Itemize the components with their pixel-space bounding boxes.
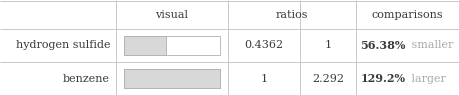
Bar <box>124 36 220 55</box>
Text: larger: larger <box>408 74 445 84</box>
Text: 2.292: 2.292 <box>312 74 344 84</box>
Text: 1: 1 <box>325 40 331 51</box>
Text: smaller: smaller <box>408 40 453 51</box>
Text: comparisons: comparisons <box>372 10 443 19</box>
Text: visual: visual <box>156 10 189 19</box>
Text: 56.38%: 56.38% <box>360 40 405 51</box>
Bar <box>124 69 220 88</box>
Text: ratios: ratios <box>276 10 308 19</box>
Bar <box>124 69 220 88</box>
Bar <box>124 36 166 55</box>
Text: 0.4362: 0.4362 <box>245 40 284 51</box>
Text: 129.2%: 129.2% <box>360 73 405 84</box>
Text: 1: 1 <box>260 74 268 84</box>
Text: benzene: benzene <box>63 74 110 84</box>
Text: hydrogen sulfide: hydrogen sulfide <box>16 40 110 51</box>
